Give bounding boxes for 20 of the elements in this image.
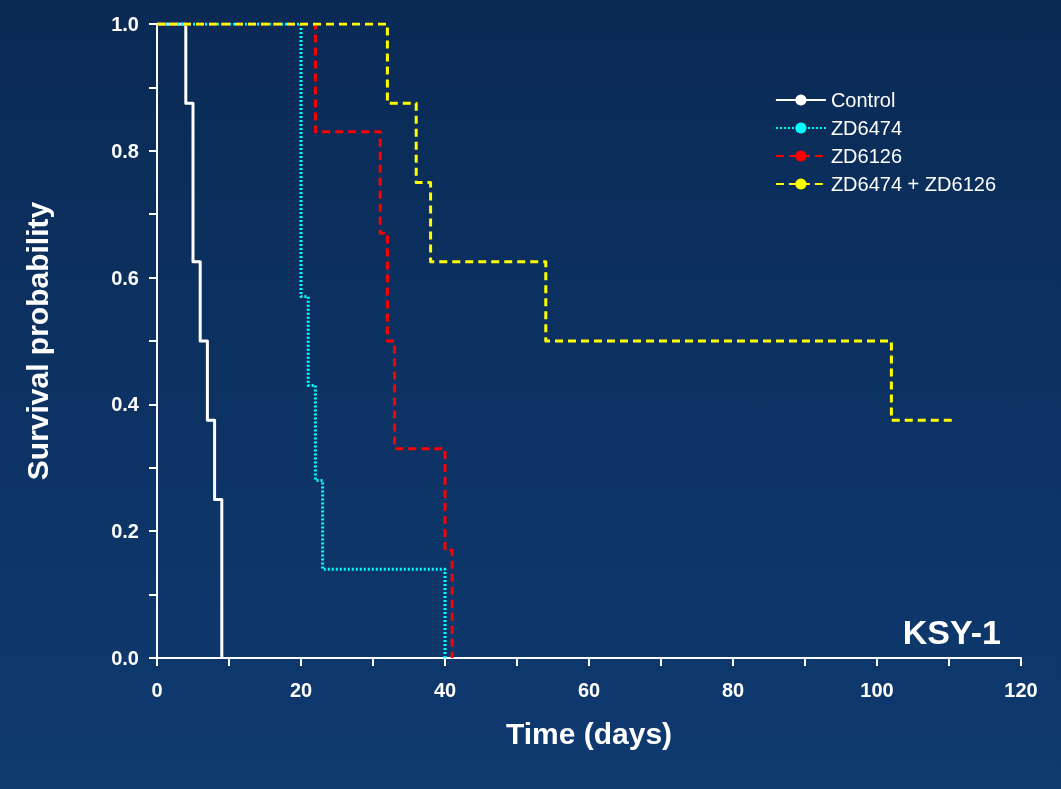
x-axis-title: Time (days) xyxy=(505,716,673,750)
y-tick-label: 0.6 xyxy=(111,266,139,289)
legend-label: ZD6474 + ZD6126 xyxy=(830,173,997,195)
y-tick-label: 0.2 xyxy=(111,520,139,543)
y-tick-label: 0.8 xyxy=(111,139,139,162)
x-tick-label: 100 xyxy=(860,679,894,701)
x-tick-label: 40 xyxy=(433,679,457,701)
y-axis-title: Survival probability xyxy=(20,201,54,481)
y-tick-label: 1.0 xyxy=(111,13,139,35)
legend-label: ZD6474 xyxy=(830,117,903,139)
y-tick-label: 0.4 xyxy=(111,393,140,416)
x-tick-label: 120 xyxy=(1004,679,1038,701)
legend-label: Control xyxy=(830,89,896,111)
y-tick-label: 0.0 xyxy=(111,647,139,669)
x-tick-label: 80 xyxy=(721,679,745,701)
legend-label: ZD6126 xyxy=(830,145,903,167)
x-tick-label: 0 xyxy=(151,679,163,701)
x-tick-label: 60 xyxy=(577,679,601,701)
x-tick-label: 20 xyxy=(289,679,313,701)
annotation: KSY-1 xyxy=(902,613,1001,651)
